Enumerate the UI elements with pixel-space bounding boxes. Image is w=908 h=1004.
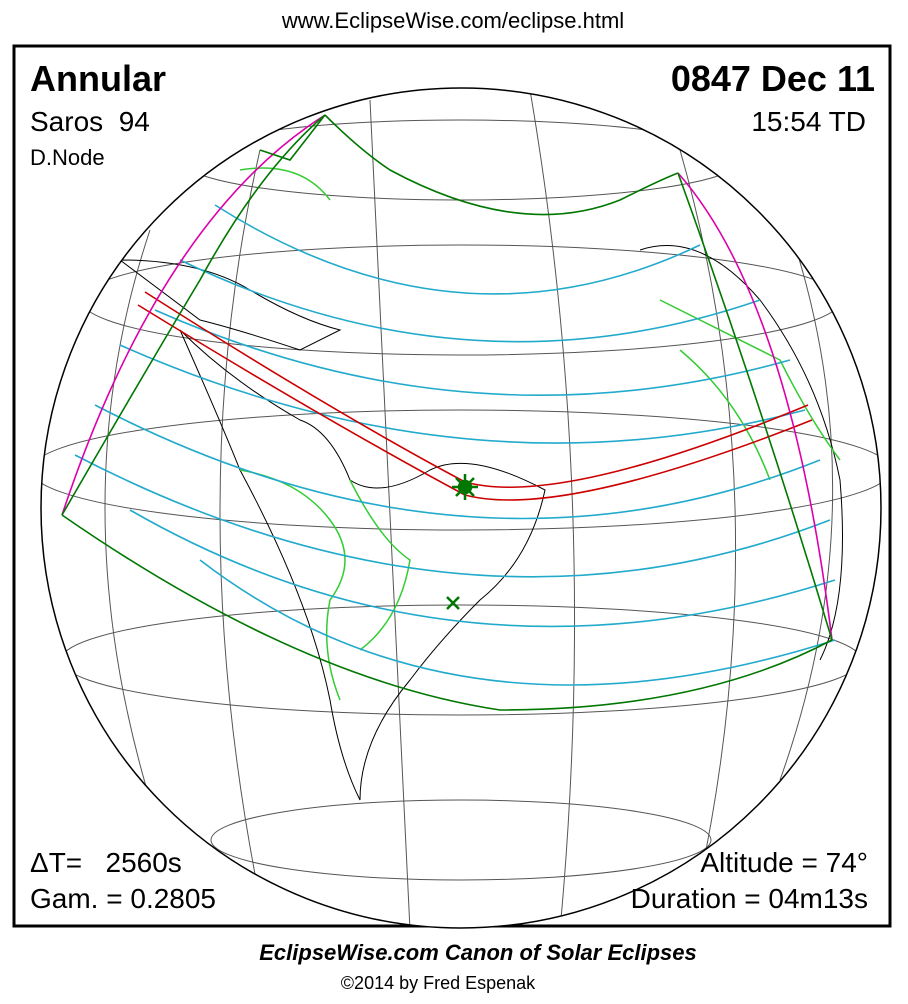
labels: Annular 0847 Dec 11 Saros 94 15:54 TD D.…: [30, 58, 875, 914]
duration: Duration = 04m13s: [631, 883, 868, 914]
delta-t: ΔT= 2560s: [30, 847, 182, 878]
rise-set-curves: [61, 114, 833, 641]
eclipse-date: 0847 Dec 11: [671, 58, 875, 99]
node: D.Node: [30, 145, 105, 170]
url: www.EclipseWise.com/eclipse.html: [281, 8, 624, 33]
saros: Saros 94: [30, 106, 150, 137]
altitude: Altitude = 74°: [700, 847, 868, 878]
eclipse-type: Annular: [30, 58, 166, 99]
borders: [239, 167, 841, 701]
footer-credit: ©2014 by Fred Espenak: [341, 973, 536, 993]
footer-title: EclipseWise.com Canon of Solar Eclipses: [259, 940, 697, 965]
globe: [41, 88, 881, 928]
penumbral-lines: [74, 204, 836, 686]
gamma: Gam. = 0.2805: [30, 883, 216, 914]
globe-edge: [40, 87, 882, 929]
markers: [446, 474, 478, 610]
time: 15:54 TD: [751, 106, 866, 137]
coastlines: [118, 245, 843, 801]
penumbra-limits: [61, 114, 833, 711]
